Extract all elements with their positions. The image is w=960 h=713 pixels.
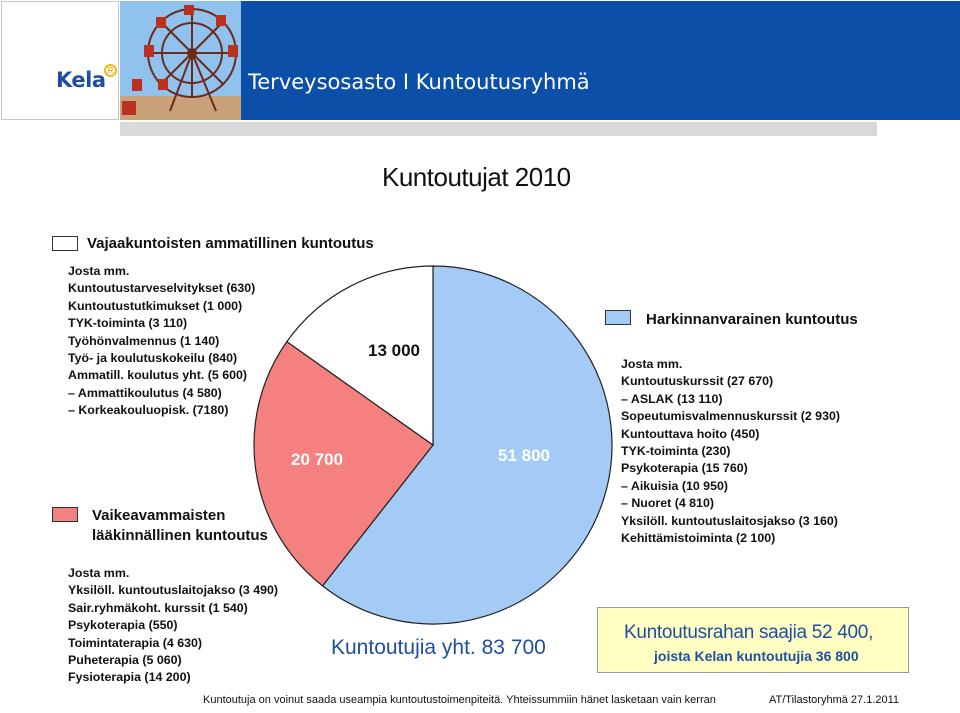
legend-detail-item: – Aikuisia (10 950): [621, 478, 728, 493]
kela-logo: Kela: [56, 68, 106, 92]
legend-detail-item: Yksilöll. kuntoutuslaitojakso (3 490): [68, 583, 279, 598]
pie-slice-harkinnanvarainen: [321, 265, 613, 625]
harkinnanvarainen-detail-list: Josta mm. Kuntoutuskurssit (27 670) – ASLA…: [621, 356, 840, 547]
legend-detail-item: Toimintaterapia (4 630): [68, 635, 203, 650]
legend-detail-item: – ASLAK (13 110): [621, 391, 723, 406]
kuntoutusraha-line1: Kuntoutusrahan saajia 52 400,: [624, 622, 874, 643]
ferris-wheel-photo: [120, 1, 241, 120]
legend-detail-item: Kuntoutustutkimukset (1 000): [68, 298, 243, 313]
pie-slice-vaikeavammaisten: [253, 340, 434, 587]
vaikeavammaisten-detail-list: Josta mm. Yksilöll. kuntoutuslaitojakso (…: [68, 565, 278, 687]
legend-detail-item: Josta mm.: [68, 566, 130, 580]
legend-detail-item: Kuntoutustarveselvitykset (630): [68, 281, 256, 296]
footer-source: AT/Tilastoryhmä 27.1.2011: [769, 694, 900, 706]
legend-detail-item: Josta mm.: [68, 264, 130, 278]
slice-label-vajaakuntoisten: 13 000: [368, 341, 420, 360]
legend-label-vaikeavammaisten-1: Vaikeavammaisten: [92, 507, 226, 524]
slice-label-harkinnanvarainen: 51 800: [498, 446, 550, 465]
legend-detail-item: Psykoterapia (15 760): [621, 461, 748, 476]
vajaakuntoisten-detail-list: Josta mm. Kuntoutustarveselvitykset (630)…: [68, 263, 255, 420]
legend-detail-item: Kuntouttava hoito (450): [621, 426, 760, 441]
legend-detail-item: Ammatill. koulutus yht. (5 600): [68, 368, 248, 383]
legend-detail-item: Sopeutumisvalmennuskurssit (2 930): [621, 409, 840, 424]
legend-detail-item: Työhönvalmennus (1 140): [68, 333, 220, 348]
legend-detail-item: – Nuoret (4 810): [621, 496, 714, 511]
slice-label-vaikeavammaisten: 20 700: [291, 450, 343, 469]
legend-swatch-harkinnanvarainen: [605, 310, 631, 325]
header-divider: [120, 122, 877, 136]
legend-label-vajaakuntoisten: Vajaakuntoisten ammatillinen kuntoutus: [87, 235, 374, 252]
total-label: Kuntoutujia yht. 83 700: [331, 636, 546, 659]
legend-detail-item: Yksilöll. kuntoutuslaitosjakso (3 160): [621, 513, 838, 528]
legend-detail-item: Sair.ryhmäkoht. kurssit (1 540): [68, 600, 248, 615]
legend-label-vaikeavammaisten-2: lääkinnällinen kuntoutus: [92, 527, 268, 544]
legend-detail-item: Josta mm.: [621, 357, 683, 371]
legend-detail-item: Kuntoutuskurssit (27 670): [621, 374, 774, 389]
kuntoutusraha-line2: joista Kelan kuntoutujia 36 800: [654, 648, 859, 664]
legend-detail-item: – Ammattikoulutus (4 580): [68, 385, 222, 400]
legend-swatch-vaikeavammaisten: [52, 507, 78, 522]
logo-box: [1, 1, 119, 120]
legend-detail-item: Psykoterapia (550): [68, 618, 178, 633]
legend-detail-item: Työ- ja koulutuskokeilu (840): [68, 350, 238, 365]
registered-mark-icon: R: [104, 64, 117, 77]
pie-slice-vajaakuntoisten: [286, 265, 434, 447]
legend-label-harkinnanvarainen: Harkinnanvarainen kuntoutus: [646, 311, 858, 328]
ferris-wheel-icon: [120, 1, 241, 120]
chart-title: Kuntoutujat 2010: [382, 162, 571, 192]
legend-swatch-vajaakuntoisten: [52, 236, 78, 251]
legend-detail-item: Fysioterapia (14 200): [68, 670, 191, 685]
legend-detail-item: Puheterapia (5 060): [68, 652, 182, 667]
header-title: Terveysosasto I Kuntoutusryhmä: [248, 70, 590, 94]
kuntoutusraha-box: Kuntoutusrahan saajia 52 400, joista Kel…: [597, 607, 909, 673]
legend-detail-item: – Korkeakouluopisk. (7180): [68, 403, 229, 418]
footnote: Kuntoutuja on voinut saada useampia kunt…: [203, 694, 716, 706]
header-band: [241, 1, 960, 120]
legend-detail-item: TYK-toiminta (230): [621, 443, 731, 458]
legend-detail-item: TYK-toiminta (3 110): [68, 316, 188, 331]
legend-detail-item: Kehittämistoiminta (2 100): [621, 530, 776, 545]
